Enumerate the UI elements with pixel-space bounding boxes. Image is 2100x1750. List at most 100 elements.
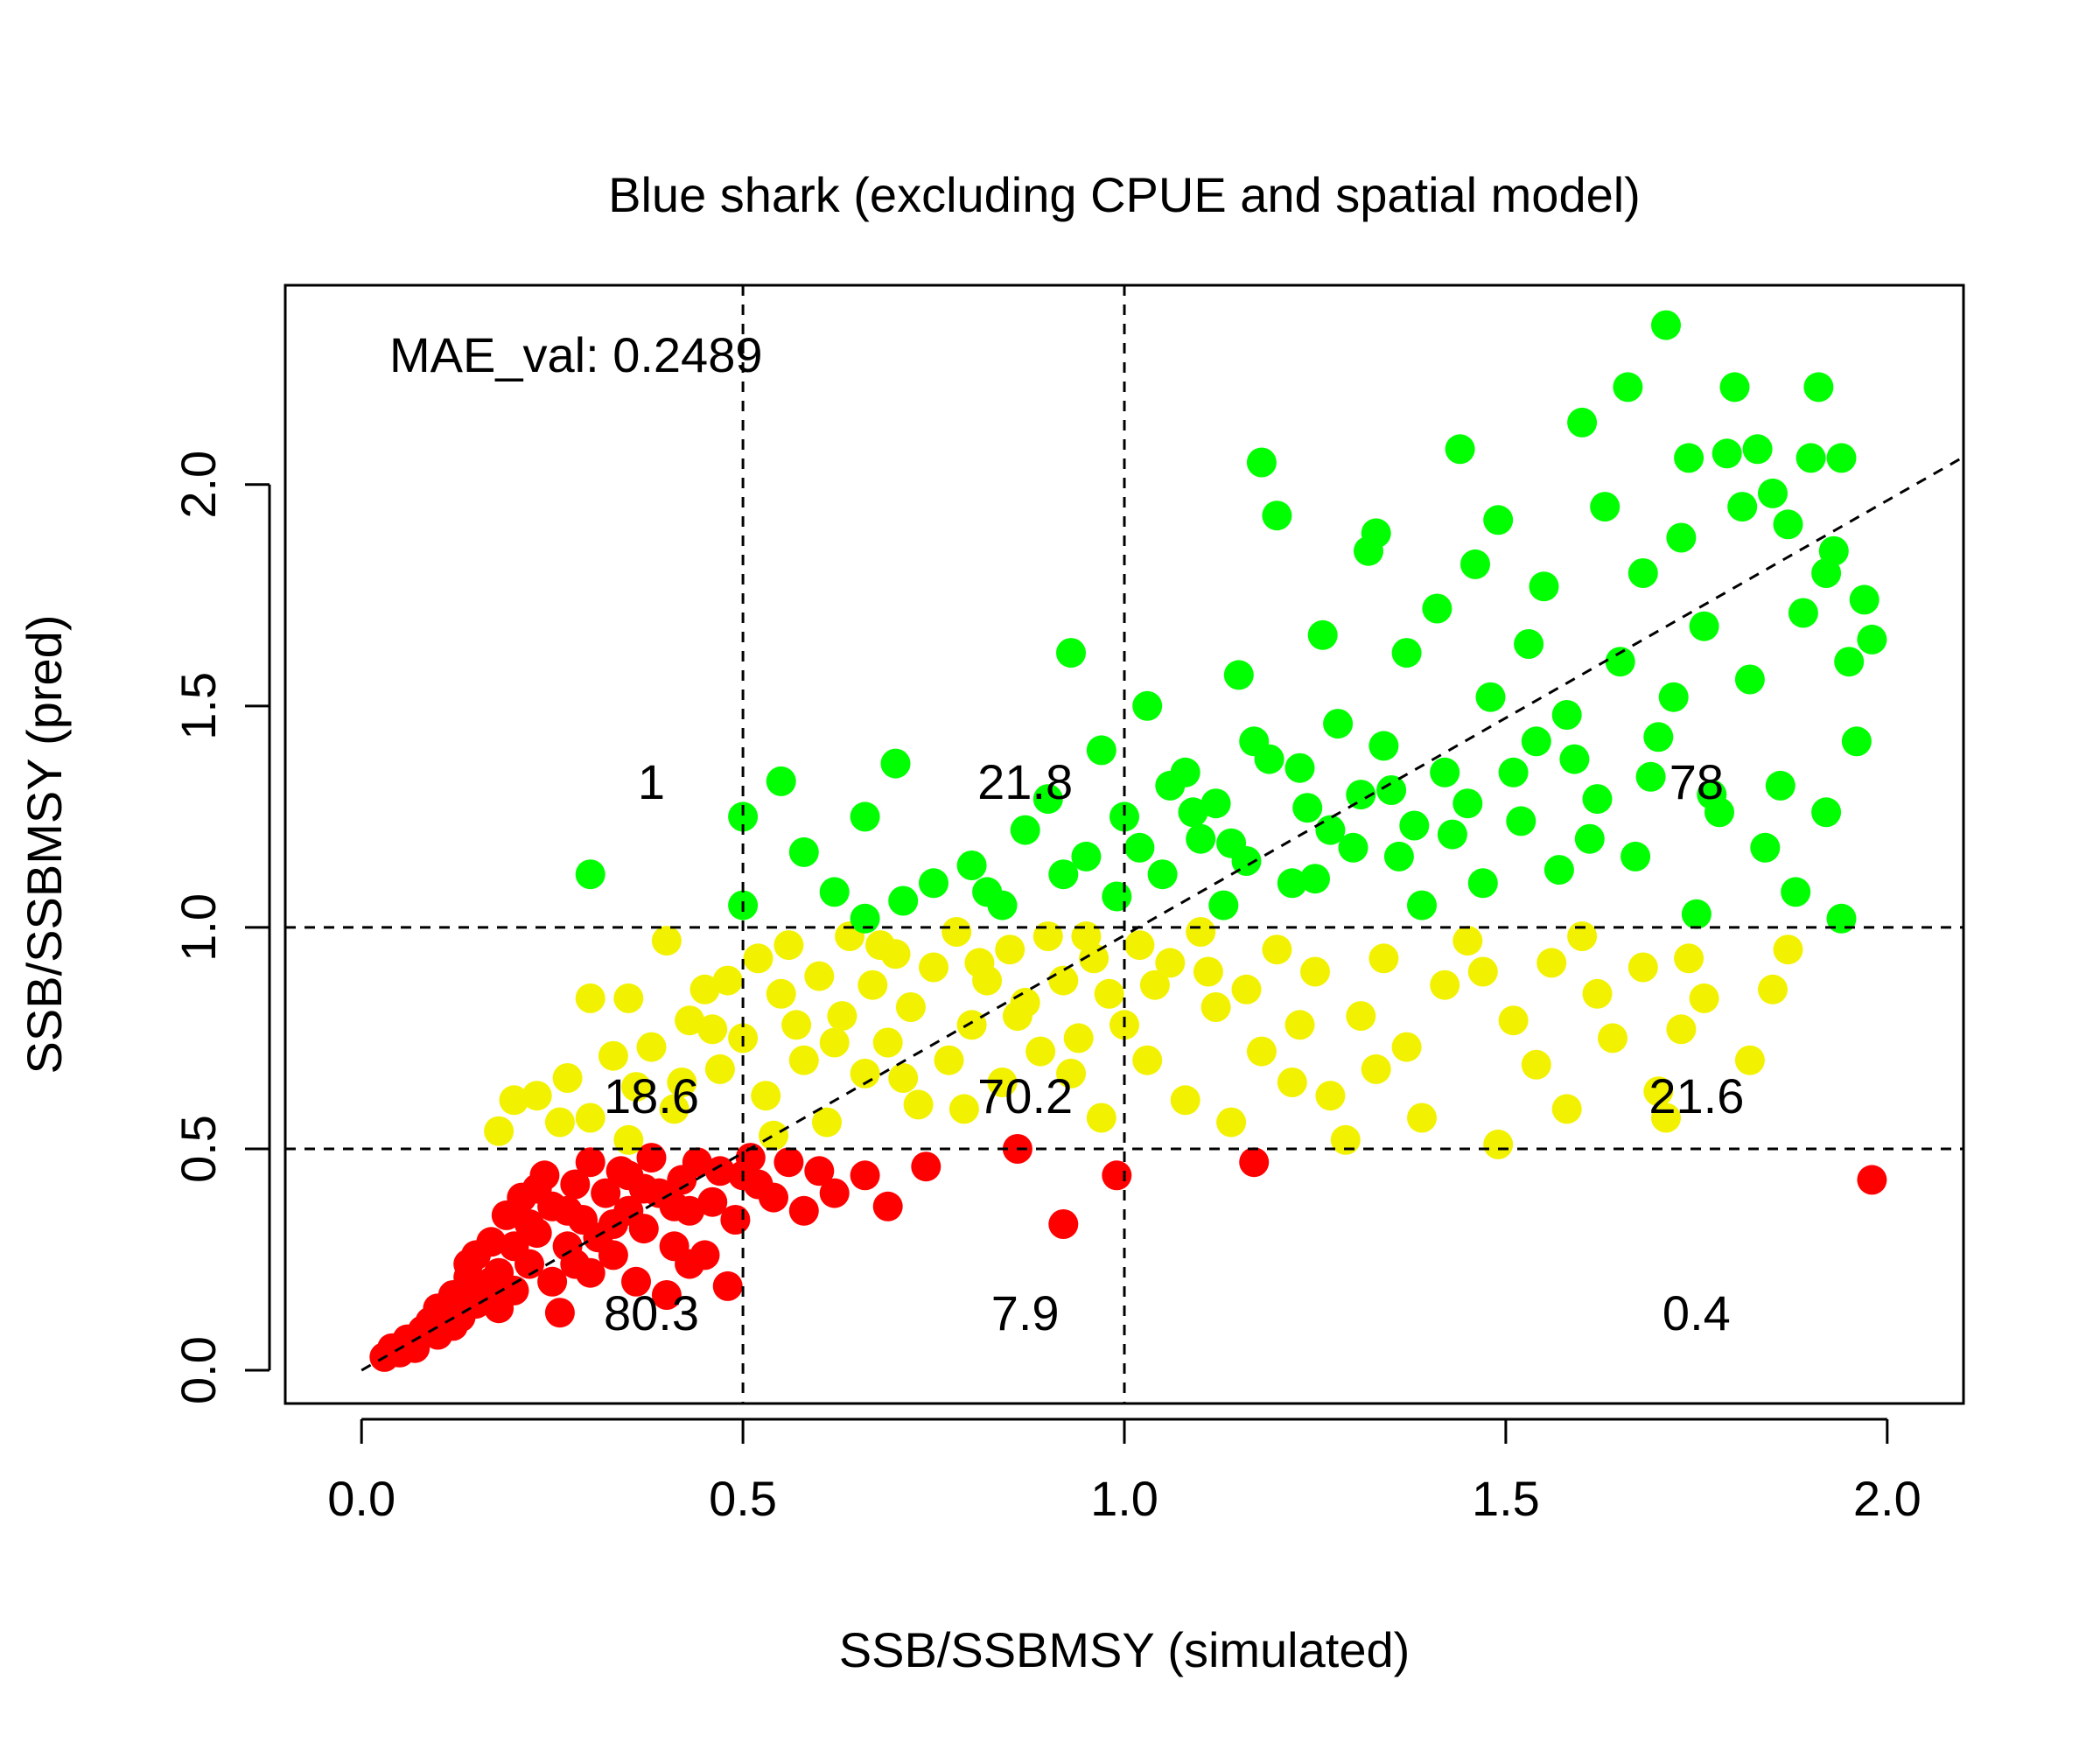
data-point <box>575 983 606 1013</box>
data-point <box>1506 806 1536 836</box>
data-point <box>1674 943 1704 974</box>
cell-percentage-label: 0.4 <box>1662 1285 1731 1340</box>
cell-percentage-labels: 1 21.8 78 18.6 70.2 21.6 80.3 7.9 0.4 <box>604 754 1744 1340</box>
y-tick-label: 1.0 <box>171 893 226 962</box>
data-point <box>1613 372 1643 402</box>
data-point <box>697 1186 728 1217</box>
data-point <box>1284 752 1315 783</box>
data-point <box>788 1195 819 1226</box>
data-point <box>1071 841 1102 872</box>
data-point <box>1300 956 1330 987</box>
data-point <box>636 1143 667 1173</box>
data-point <box>1376 775 1407 805</box>
y-tick-label: 1.5 <box>171 672 226 740</box>
data-point <box>667 1068 697 1097</box>
data-point <box>1781 877 1811 907</box>
data-point <box>827 1001 858 1032</box>
data-point <box>888 886 919 916</box>
data-point <box>972 877 1003 907</box>
data-point <box>697 1014 728 1045</box>
data-point <box>919 868 948 899</box>
axes: 0.0 0.5 1.0 1.5 2.0 0.0 0.5 1.0 1.5 2.0 <box>171 451 1922 1526</box>
data-point <box>484 1116 514 1146</box>
data-point <box>1734 664 1765 695</box>
data-point <box>819 1027 850 1058</box>
data-point <box>1483 505 1514 536</box>
data-point <box>804 961 835 991</box>
data-point <box>788 1045 819 1075</box>
data-point <box>1445 434 1475 465</box>
data-point <box>1857 1165 1887 1195</box>
data-point <box>1483 1129 1514 1159</box>
data-point <box>1323 709 1354 739</box>
x-axis-label: SSB/SSBMSY (simulated) <box>839 1622 1410 1677</box>
data-point <box>1430 757 1460 788</box>
data-point <box>682 1147 712 1178</box>
data-point <box>1124 832 1155 863</box>
one-to-one-line <box>360 455 1964 1372</box>
data-point <box>1803 372 1834 402</box>
data-point <box>1246 1036 1277 1067</box>
data-point <box>850 1160 880 1191</box>
data-point <box>1841 726 1872 757</box>
data-point <box>759 1120 788 1151</box>
data-point <box>895 992 926 1022</box>
plot-frame <box>284 284 1965 1405</box>
data-point <box>1361 518 1391 549</box>
data-point <box>712 1270 743 1301</box>
data-point <box>598 1240 628 1270</box>
cell-percentage-label: 18.6 <box>604 1068 699 1124</box>
data-point <box>956 1010 987 1040</box>
data-point <box>453 1249 484 1279</box>
data-point <box>1567 407 1598 438</box>
data-point <box>1559 744 1590 774</box>
data-point <box>1796 443 1826 473</box>
data-point <box>1582 978 1613 1009</box>
data-point <box>544 1298 575 1328</box>
data-point <box>675 1005 705 1036</box>
data-point <box>1094 978 1124 1009</box>
data-point <box>1544 855 1574 886</box>
cell-percentage-label: 78 <box>1670 754 1724 809</box>
y-tick-label: 2.0 <box>171 451 226 519</box>
cell-percentage-label: 70.2 <box>977 1068 1073 1124</box>
cell-percentage-label: 7.9 <box>991 1285 1060 1340</box>
data-point <box>1292 793 1323 823</box>
data-point <box>1551 1094 1582 1124</box>
data-point <box>575 859 606 890</box>
data-point <box>1223 660 1254 690</box>
data-point <box>766 978 796 1009</box>
data-point <box>1315 815 1346 845</box>
data-point <box>1102 881 1132 912</box>
data-point <box>1467 868 1498 899</box>
data-point <box>720 1205 751 1235</box>
data-point <box>1063 1023 1094 1054</box>
data-point <box>1178 797 1208 828</box>
data-point <box>1758 478 1788 508</box>
data-point <box>1239 1147 1270 1178</box>
data-point <box>1193 956 1223 987</box>
y-tick-label: 0.0 <box>171 1336 226 1404</box>
data-point <box>812 1107 842 1138</box>
data-point <box>1361 1054 1391 1084</box>
data-point <box>552 1063 583 1093</box>
data-point <box>1102 1160 1132 1191</box>
data-point <box>613 983 644 1013</box>
data-point <box>1056 1058 1086 1088</box>
data-point <box>1758 974 1788 1004</box>
data-point <box>591 1178 621 1208</box>
data-point <box>1666 522 1697 553</box>
data-point <box>819 877 850 907</box>
chart-title: Blue shark (excluding CPUE and spatial m… <box>608 167 1641 222</box>
data-point <box>704 1156 735 1186</box>
data-point <box>766 766 796 796</box>
data-point <box>1452 926 1483 956</box>
data-point <box>774 930 804 961</box>
data-point <box>499 1085 529 1116</box>
data-point <box>1139 970 1170 1000</box>
cell-percentage-label: 80.3 <box>604 1285 699 1340</box>
mae-annotation: MAE_val: 0.2489 <box>389 327 762 382</box>
data-point <box>788 836 819 867</box>
data-point <box>1200 992 1231 1022</box>
